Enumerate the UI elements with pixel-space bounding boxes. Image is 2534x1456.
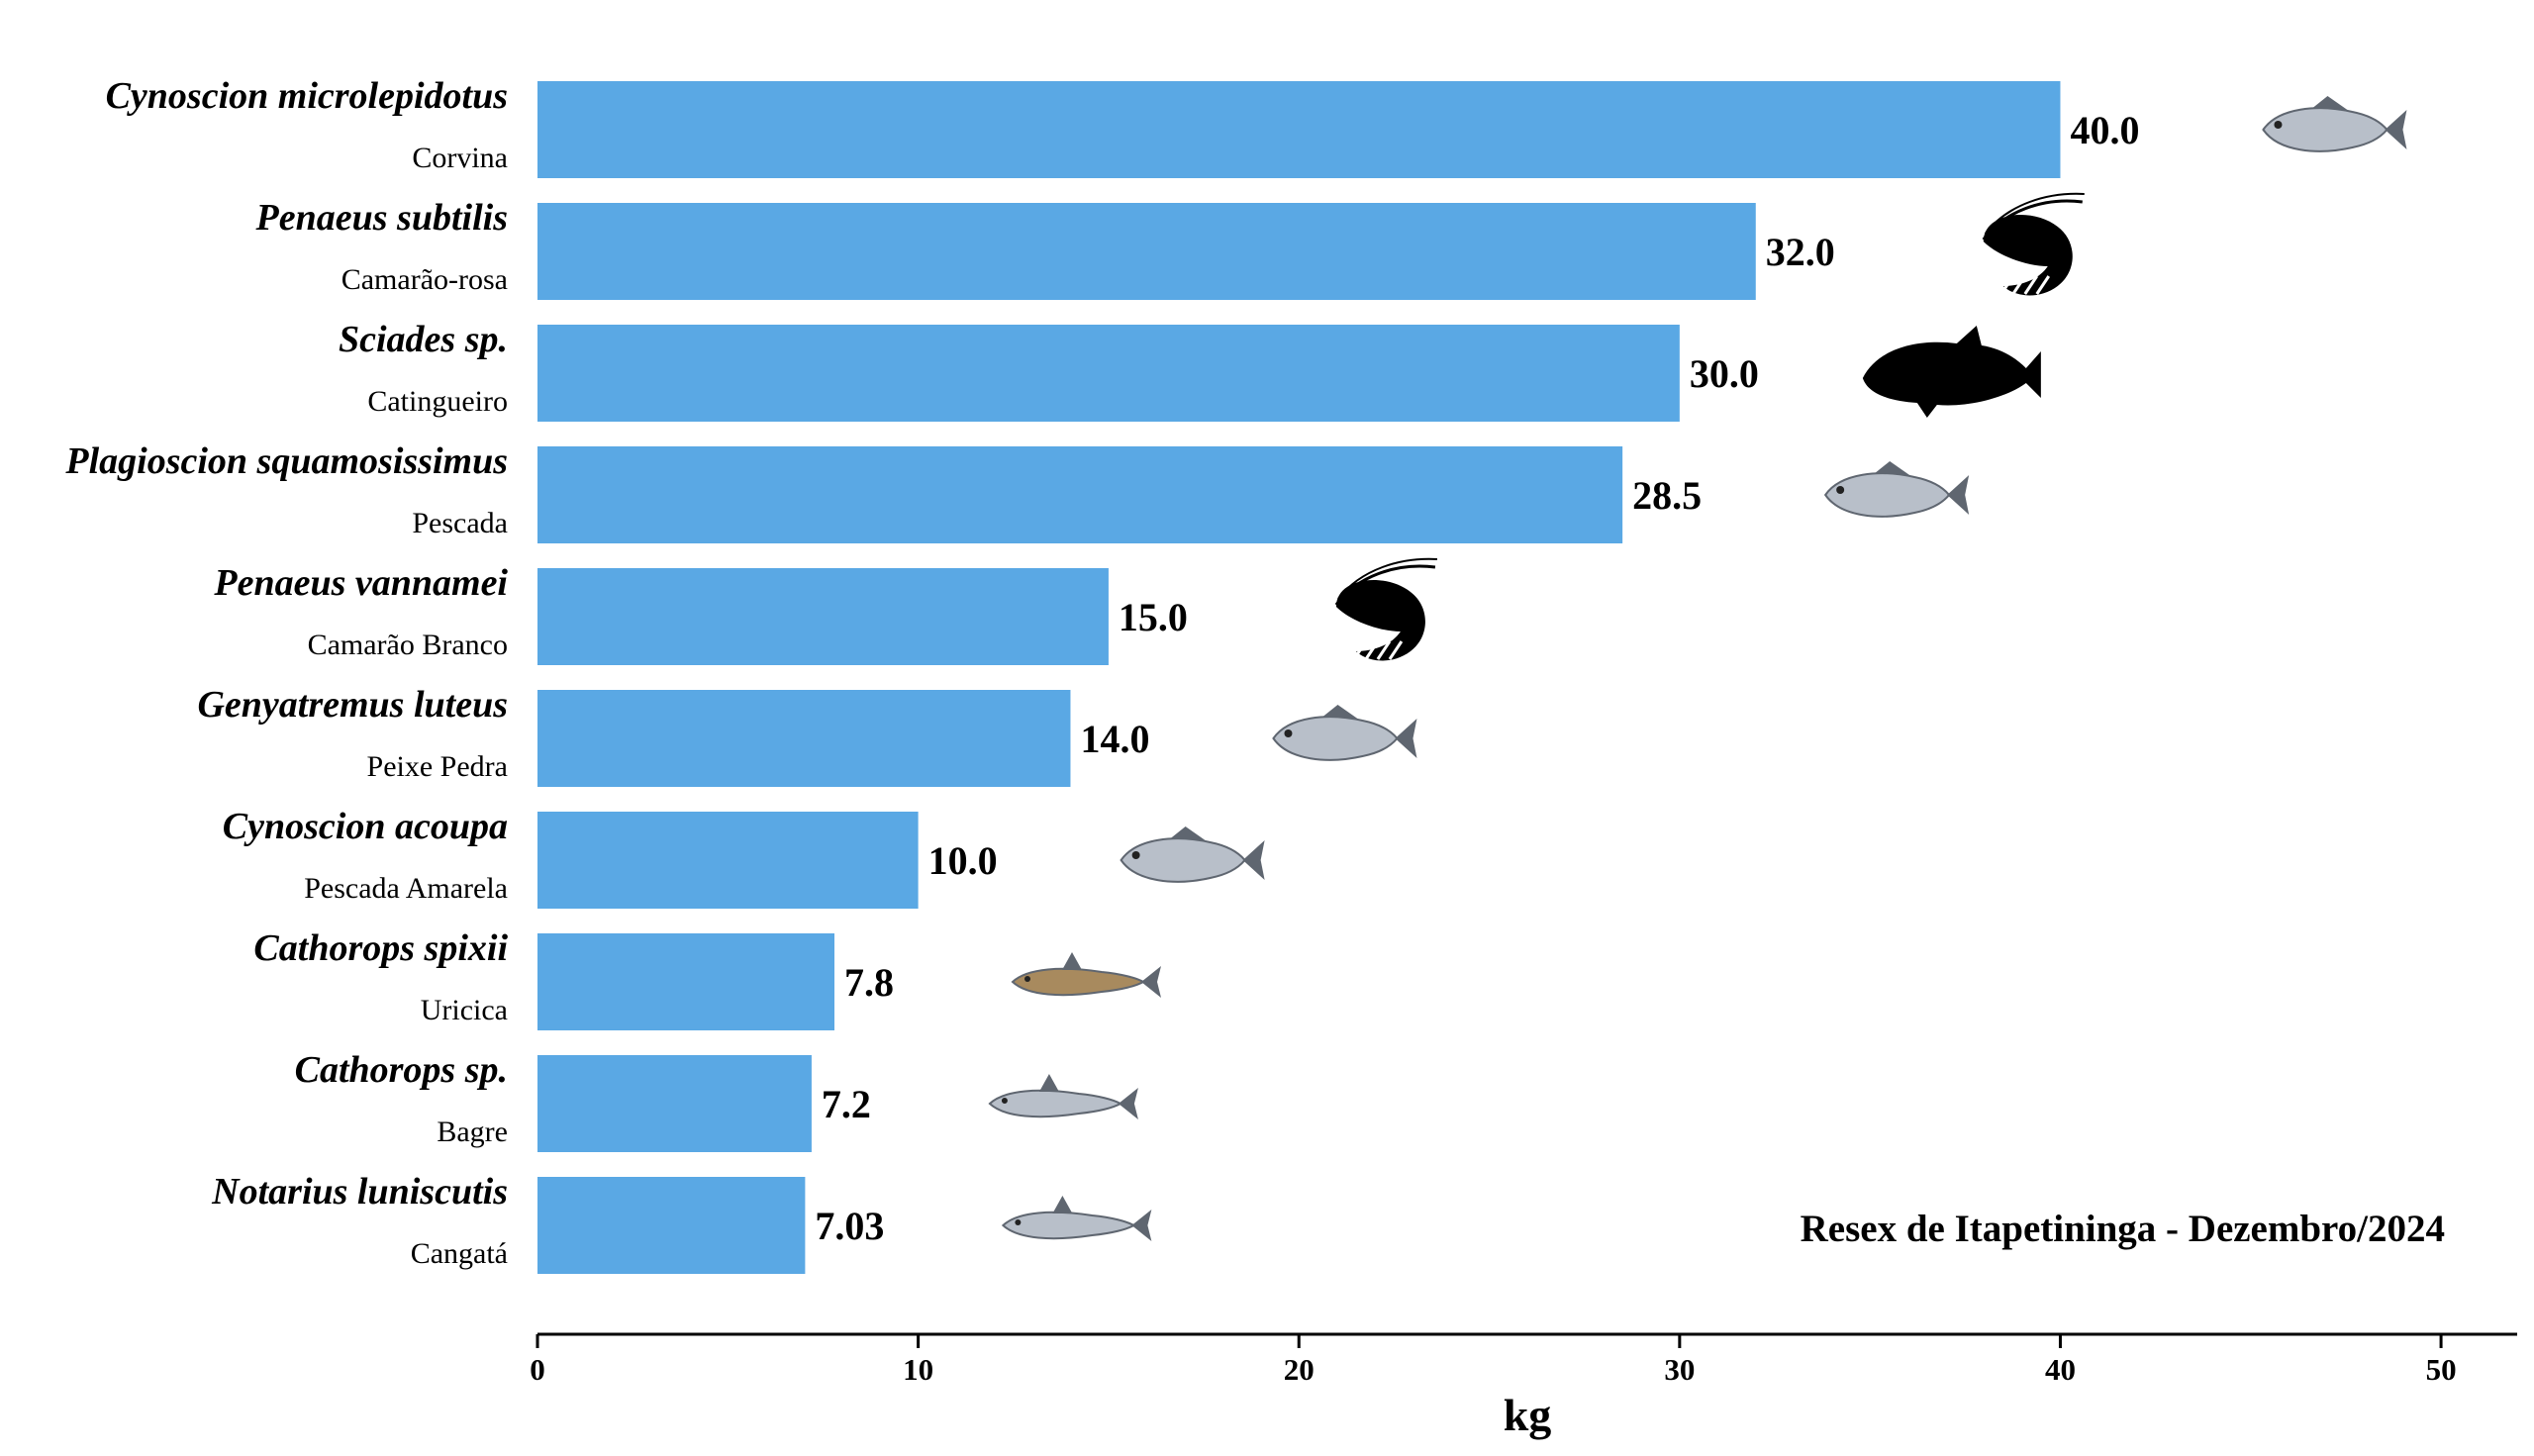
data-label: 32.0 [1766,230,1835,274]
data-label: 28.5 [1632,473,1702,518]
x-tick-label: 50 [2426,1352,2457,1387]
category-common-name: Peixe Pedra [367,750,508,783]
x-axis-label: kg [1504,1390,1552,1440]
fish-photo-icon [2262,96,2407,152]
shrimp-silhouette-icon [1334,557,1437,661]
bar [537,203,1756,300]
catfish-photo-icon [1001,1196,1152,1241]
category-common-name: Pescada Amarela [304,872,508,905]
category-common-name: Cangatá [411,1237,508,1270]
data-label: 30.0 [1690,351,1759,396]
category-scientific-name: Cynoscion acoupa [223,806,508,847]
bar [537,568,1109,665]
bar [537,325,1680,422]
category-scientific-name: Cathorops spixii [253,927,508,969]
category-common-name: Uricica [421,994,508,1026]
category-common-name: Bagre [437,1116,508,1148]
category-scientific-name: Genyatremus luteus [197,684,508,726]
x-tick-label: 30 [1664,1352,1695,1387]
shrimp-silhouette-icon [1982,192,2085,296]
data-label: 15.0 [1119,595,1188,639]
category-scientific-name: Sciades sp. [339,319,508,360]
fish-photo-icon [1120,826,1265,883]
data-label: 7.8 [844,960,894,1005]
catfish-photo-icon [988,1074,1138,1119]
value-labels-layer: 40.0 32.0 30.0 28.5 15.0 14.0 10.0 7.8 7.2 7.03 [815,108,2139,1248]
bars-layer [537,81,2061,1274]
category-scientific-name: Penaeus subtilis [255,197,508,239]
category-scientific-name: Plagioscion squamosissimus [64,440,508,482]
data-label: 10.0 [928,838,998,883]
category-labels-layer: Cynoscion microlepidotus Corvina Penaeus s… [64,75,508,1270]
category-common-name: Camarão-rosa [341,263,508,296]
catfish-photo-icon [1011,952,1161,998]
fish-photo-icon [1823,461,1970,518]
bar [537,1055,812,1152]
chart-annotation: Resex de Itapetininga - Dezembro/2024 [1801,1208,2445,1250]
category-scientific-name: Notarius luniscutis [211,1171,508,1213]
fish-photo-icon [1272,705,1417,761]
bar [537,690,1071,787]
data-label: 40.0 [2070,108,2139,152]
bar [537,446,1623,543]
x-tick-label: 0 [530,1352,545,1387]
x-tick-label: 10 [903,1352,933,1387]
bar [537,81,2061,178]
x-tick-label: 20 [1284,1352,1315,1387]
category-common-name: Catingueiro [367,385,508,418]
category-scientific-name: Cynoscion microlepidotus [106,75,508,117]
category-scientific-name: Cathorops sp. [295,1049,508,1091]
fish-silhouette-icon [1862,326,2041,418]
data-label: 7.03 [815,1204,884,1248]
category-common-name: Pescada [412,507,508,539]
bar [537,933,834,1030]
x-tick-label: 40 [2045,1352,2076,1387]
category-scientific-name: Penaeus vannamei [213,562,508,604]
category-common-name: Corvina [412,142,508,174]
bar [537,812,919,909]
data-label: 14.0 [1080,717,1149,761]
category-common-name: Camarão Branco [308,629,508,661]
data-label: 7.2 [822,1082,871,1126]
x-axis: 0 10 20 30 40 50 [530,1332,2517,1387]
species-icons-layer [988,96,2407,1241]
bar [537,1177,806,1274]
